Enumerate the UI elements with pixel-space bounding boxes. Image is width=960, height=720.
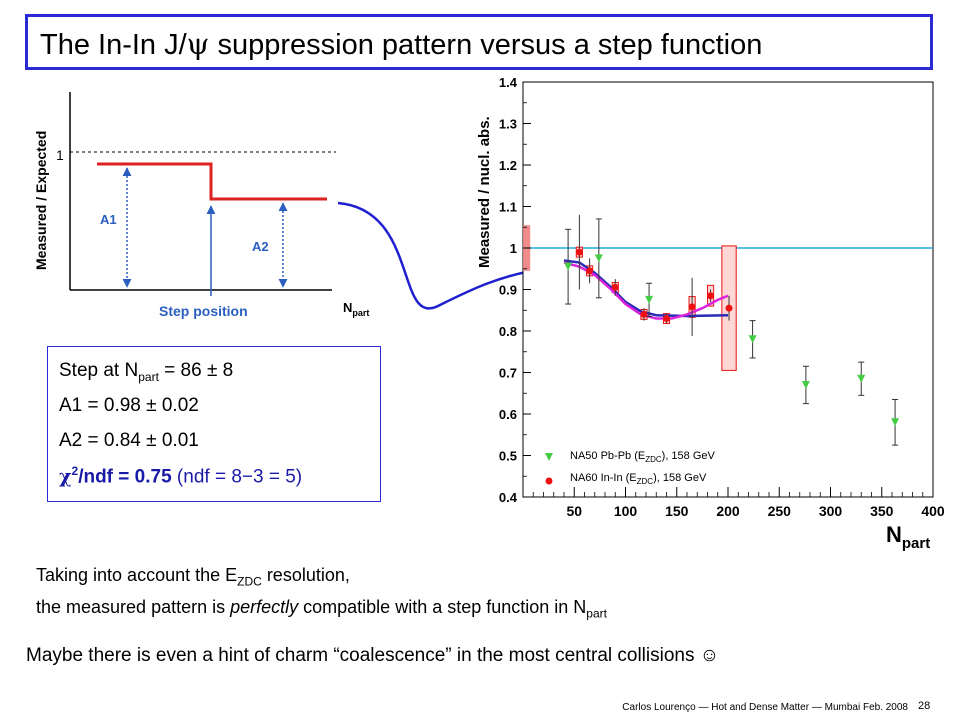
na60-point: [663, 315, 670, 323]
a2-label: A2: [252, 239, 269, 254]
x-tick-label: 200: [716, 503, 740, 519]
page-title: The In-In J/ψ suppression pattern versus…: [40, 27, 763, 61]
x-tick-label: 400: [921, 503, 945, 519]
na50-point: [891, 418, 900, 427]
step-position-label: Step position: [159, 303, 248, 319]
page-number: 28: [918, 700, 931, 712]
y-tick-label: 1: [510, 241, 517, 256]
na50-point: [594, 254, 603, 263]
na50-point: [564, 262, 573, 271]
fit-results-box: Step at Npart = 86 ± 8 A1 = 0.98 ± 0.02 …: [47, 346, 381, 502]
step-function-line: [97, 162, 327, 201]
y-tick-label: 0.6: [499, 407, 517, 422]
x-tick-label: 250: [768, 503, 792, 519]
legend-na50-label: NA50 Pb-Pb (EZDC), 158 GeV: [570, 450, 716, 464]
a1-result: A1 = 0.98 ± 0.02: [59, 395, 199, 416]
resolution-note: Taking into account the EZDC resolution,: [36, 565, 350, 589]
x-tick-label: 150: [665, 503, 689, 519]
compatibility-note: the measured pattern is perfectly compat…: [36, 597, 607, 621]
na60-point: [688, 303, 696, 311]
y-tick-label: 0.7: [499, 366, 517, 381]
step-fit-curve: [563, 259, 729, 318]
schematic-ylabel: Measured / Expected: [33, 131, 49, 270]
connector-arrow: [337, 201, 551, 310]
footer-credit: Carlos Lourenço — Hot and Dense Matter —…: [622, 702, 908, 713]
chart-legend: NA50 Pb-Pb (EZDC), 158 GeV NA60 In-In (E…: [545, 450, 716, 486]
title-box: The In-In J/ψ suppression pattern versus…: [25, 14, 933, 70]
y-tick-label: 0.9: [499, 283, 517, 298]
x-tick-label: 300: [819, 503, 843, 519]
y-tick-label: 1.1: [499, 200, 517, 215]
y-tick-label: 0.5: [499, 449, 517, 464]
na60-point: [640, 310, 648, 318]
na50-point: [801, 380, 810, 389]
na60-point: [725, 304, 733, 312]
legend-na60-label: NA60 In-In (EZDC), 158 GeV: [570, 472, 707, 486]
legend-na50-marker: [545, 453, 553, 461]
coalescence-note: Maybe there is even a hint of charm “coa…: [26, 645, 720, 666]
step-at-text: Step at Npart = 86 ± 8: [59, 360, 234, 384]
ndf-note: (ndf = 8−3 = 5): [176, 466, 303, 488]
na50-point: [645, 295, 654, 304]
na50-point: [748, 335, 757, 344]
chart-xlabel: Npart: [886, 522, 930, 552]
y-tick-label: 1.3: [499, 117, 517, 132]
na60-point: [575, 248, 583, 256]
x-tick-label: 350: [870, 503, 894, 519]
y-tick-label: 0.8: [499, 324, 517, 339]
na60-point: [611, 283, 619, 291]
x-tick-label: 100: [614, 503, 638, 519]
a2-result: A2 = 0.84 ± 0.01: [59, 430, 199, 451]
na60-point: [707, 292, 715, 300]
a1-label: A1: [100, 212, 117, 227]
y-tick-label: 0.4: [499, 490, 518, 505]
na50-point: [857, 374, 866, 383]
psi-symbol: ψ: [186, 27, 210, 61]
y-tick-label: 1.2: [499, 158, 517, 173]
chart-ylabel: Measured / nucl. abs.: [476, 116, 493, 268]
y-tick-label: 1.4: [499, 75, 518, 90]
unity-label: 1: [56, 147, 64, 163]
na60-point: [586, 267, 594, 275]
legend-na60-marker: [545, 477, 553, 485]
chi2-result: χ2/ndf = 0.75 (ndf = 8−3 = 5): [59, 464, 303, 488]
schematic-xlabel: Npart: [343, 300, 369, 318]
x-tick-label: 50: [566, 503, 582, 519]
